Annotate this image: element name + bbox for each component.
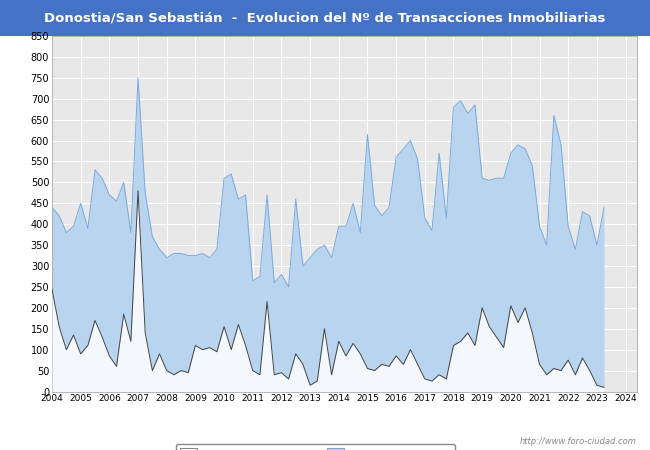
Legend: Viviendas Nuevas, Viviendas Usadas: Viviendas Nuevas, Viviendas Usadas bbox=[176, 444, 455, 450]
Text: Donostia/San Sebastián  -  Evolucion del Nº de Transacciones Inmobiliarias: Donostia/San Sebastián - Evolucion del N… bbox=[44, 12, 606, 24]
Text: http://www.foro-ciudad.com: http://www.foro-ciudad.com bbox=[520, 436, 637, 446]
